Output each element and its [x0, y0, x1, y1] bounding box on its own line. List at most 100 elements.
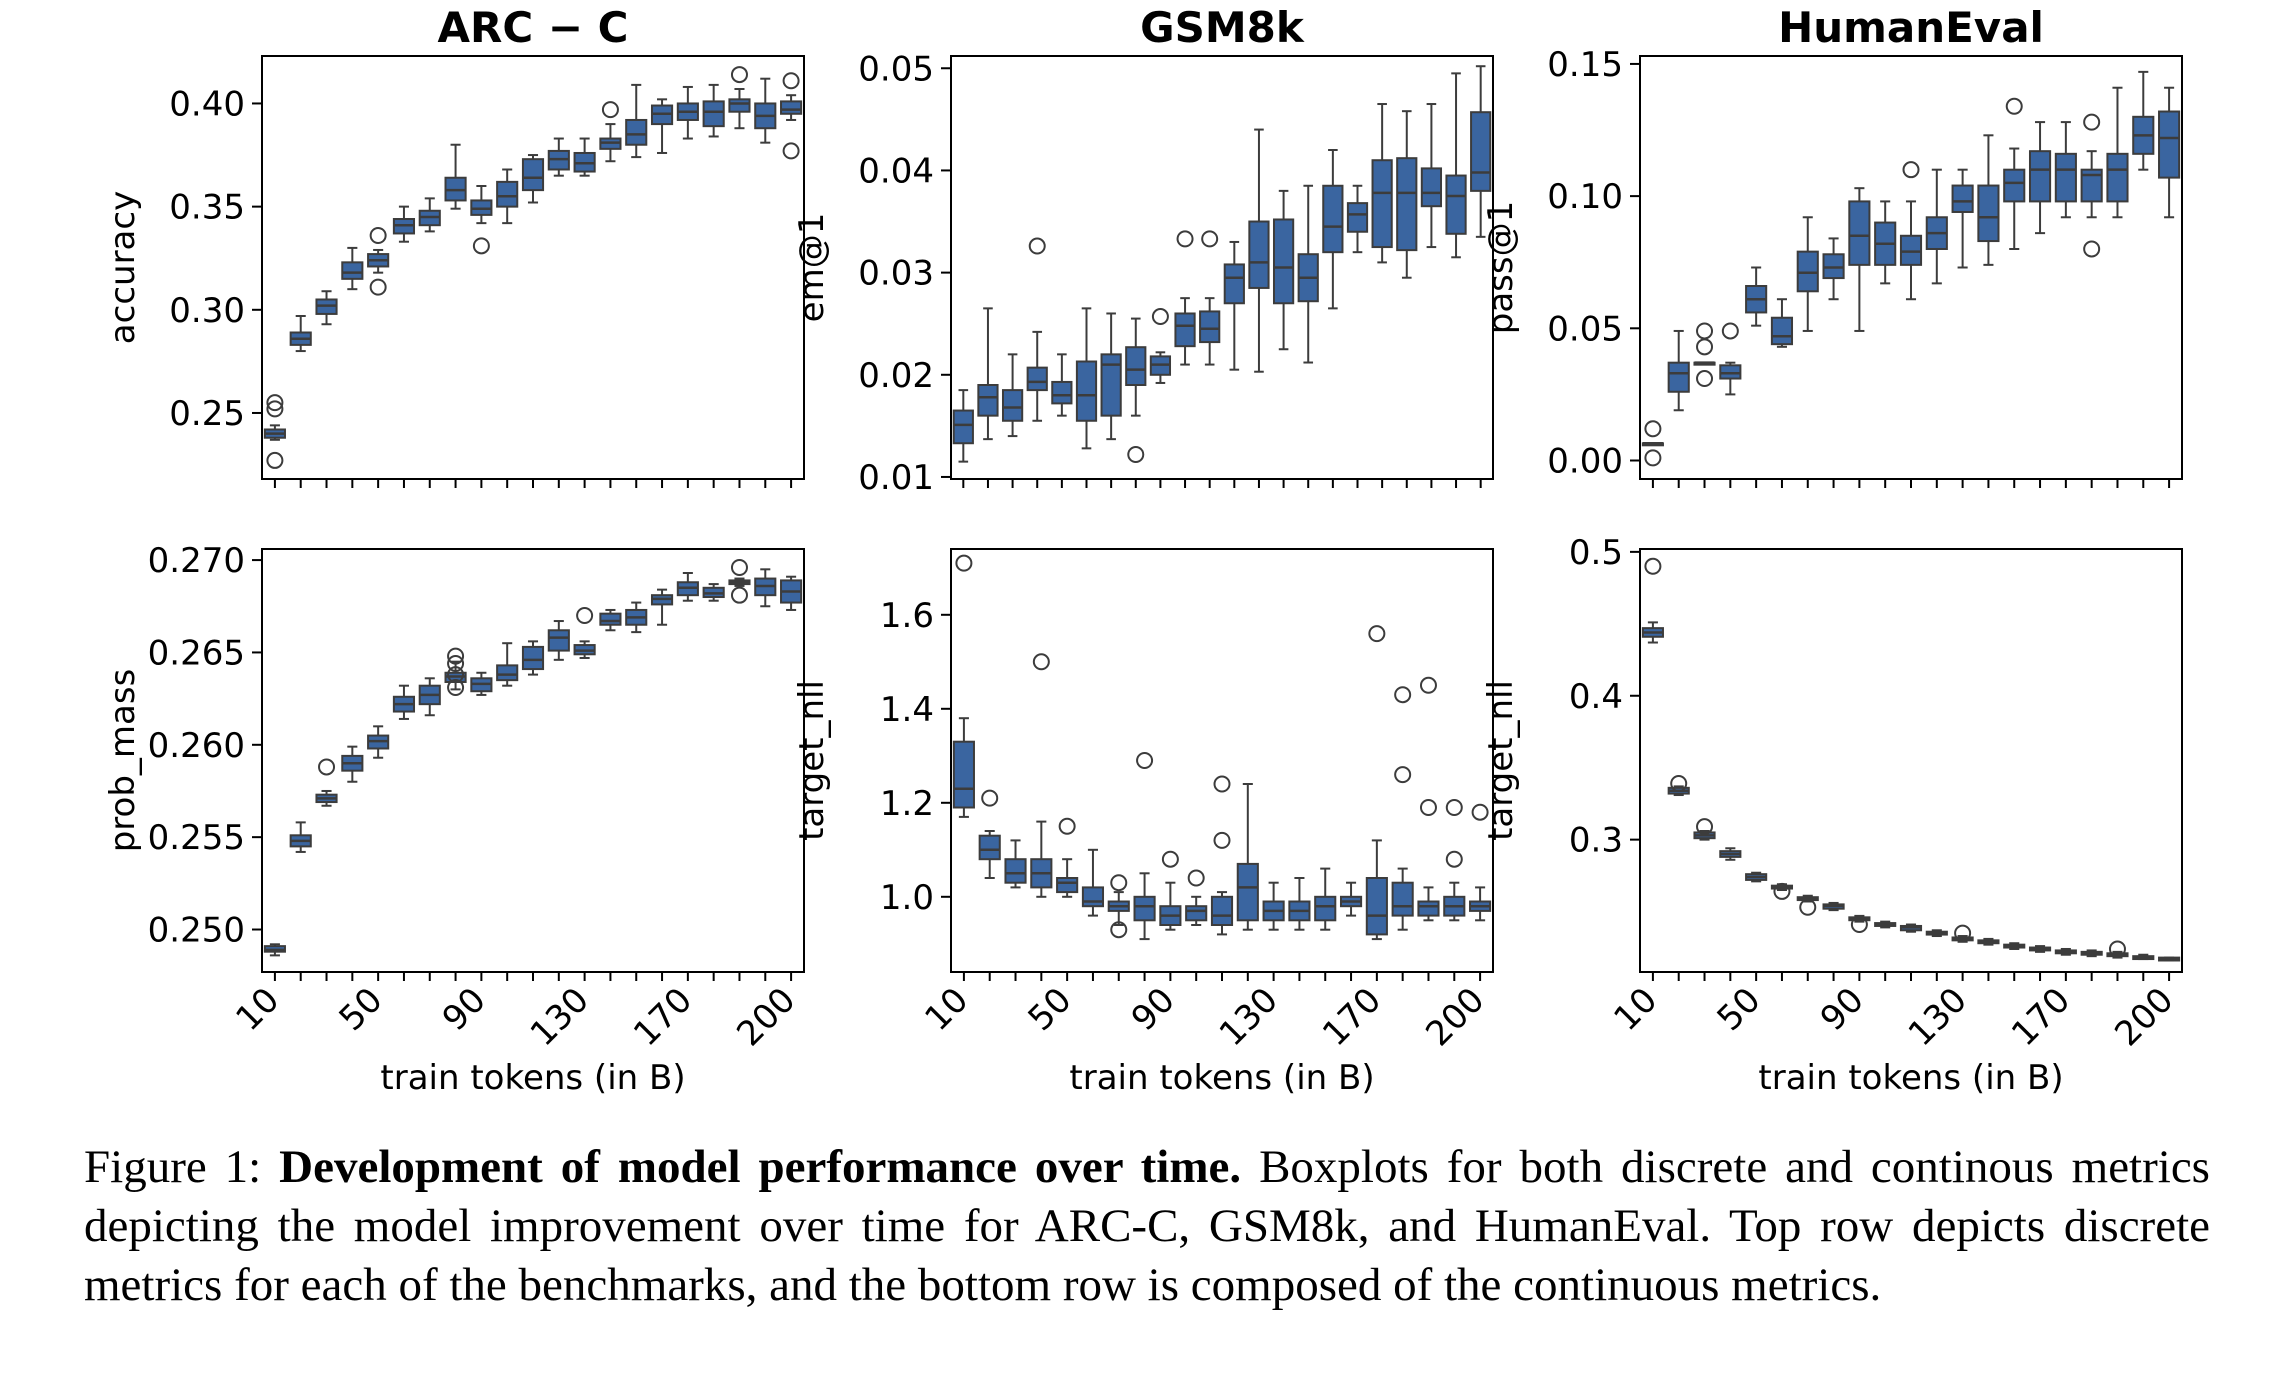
box-body [1420, 167, 1443, 208]
y-tick-label: 0.30 [169, 291, 245, 331]
y-tick-label: 0.05 [858, 49, 934, 89]
outlier-point [1644, 420, 1662, 438]
outlier-point [1058, 817, 1076, 835]
y-tick-label: 0.270 [148, 541, 245, 581]
x-tick-label: 90 [435, 980, 494, 1039]
box-body [1346, 202, 1369, 233]
outlier-point [1110, 874, 1128, 892]
y-tick-label: 0.04 [858, 151, 934, 191]
y-tick-label: 0.260 [148, 726, 245, 766]
outlier-point [2005, 97, 2023, 115]
box-body [1056, 877, 1079, 894]
x-tick-label: 200 [2107, 980, 2181, 1054]
y-tick-label: 0.250 [148, 911, 245, 951]
box-body [521, 645, 545, 671]
x-axis-label: train tokens (in B) [1069, 1058, 1374, 1098]
outlier-point [447, 647, 465, 665]
outlier-point [981, 789, 999, 807]
outlier-point [1696, 818, 1714, 836]
outlier-point [1161, 850, 1179, 868]
x-tick-label: 130 [523, 980, 597, 1054]
box-body [1210, 895, 1234, 926]
box-body [1248, 220, 1270, 289]
y-tick-label: 0.03 [858, 254, 934, 294]
outlier-point [1151, 308, 1169, 326]
x-axis-label: train tokens (in B) [1758, 1058, 2063, 1098]
x-tick-label: 90 [1813, 980, 1872, 1039]
box-body [1223, 263, 1245, 305]
caption-rest: Boxplots for both discrete and continous… [84, 1141, 2210, 1311]
box-body [496, 180, 519, 208]
box-body [1236, 862, 1259, 922]
outlier-point [1644, 449, 1662, 467]
box-body [1001, 389, 1024, 422]
box-body [2054, 152, 2077, 203]
outlier-point [266, 394, 284, 412]
x-tick-label: 10 [228, 980, 287, 1039]
outlier-point [1445, 850, 1463, 868]
outlier-point [447, 666, 465, 684]
box-body [625, 118, 648, 146]
box-body [1365, 877, 1388, 936]
y-axis-label: em@1 [792, 213, 832, 323]
box-body [599, 612, 622, 626]
box-body [1125, 346, 1147, 386]
x-tick-label: 90 [1124, 980, 1183, 1039]
outlier-point [1110, 921, 1128, 939]
box-body [2028, 150, 2052, 203]
caption-prefix: Figure 1: [84, 1141, 280, 1193]
outlier-point [266, 451, 284, 469]
y-axis-label: accuracy [103, 191, 143, 344]
box-body [1719, 364, 1742, 380]
y-tick-label: 0.02 [858, 356, 934, 396]
y-axis-label: pass@1 [1481, 201, 1521, 334]
box-body [1848, 200, 1871, 266]
y-tick-label: 0.00 [1547, 441, 1623, 481]
y-tick-label: 1.6 [880, 596, 934, 636]
outlier-point [1696, 370, 1714, 388]
outlier-point [1176, 230, 1194, 248]
outlier-point [1368, 625, 1386, 643]
box-body [1770, 316, 1794, 346]
y-tick-label: 0.15 [1547, 45, 1623, 85]
box-body [1133, 895, 1156, 922]
box-body [1396, 157, 1418, 252]
x-tick-label: 130 [1901, 980, 1975, 1054]
box-body [1075, 360, 1098, 422]
box-body [1100, 353, 1122, 417]
box-body [728, 98, 751, 113]
outlier-point [1032, 653, 1050, 671]
outlier-point [1187, 869, 1205, 887]
box-body [1796, 250, 1819, 293]
outlier-point [1670, 775, 1688, 793]
outlier-point [1696, 338, 1714, 356]
outlier-point [1201, 230, 1219, 248]
y-tick-label: 0.4 [1569, 677, 1623, 717]
outlier-point [1419, 799, 1437, 816]
outlier-point [730, 586, 748, 604]
outlier-point [1028, 237, 1046, 255]
plot-frame [1639, 548, 2183, 973]
outlier-point [1902, 161, 1920, 179]
outlier-point [782, 142, 800, 160]
box-body [977, 384, 999, 417]
y-tick-label: 1.0 [880, 878, 934, 918]
y-tick-label: 0.265 [148, 633, 245, 673]
outlier-point [447, 679, 465, 697]
y-tick-label: 0.255 [148, 818, 245, 858]
outlier-point [1213, 775, 1231, 793]
box-body [1199, 310, 1221, 344]
outlier-point [1471, 803, 1489, 821]
box-body [1417, 900, 1440, 917]
outlier-point [1419, 676, 1437, 694]
y-axis-label: target_nll [1481, 680, 1521, 841]
box-body [1445, 174, 1467, 235]
outlier-point [266, 400, 284, 418]
outlier-point [2108, 940, 2126, 958]
x-tick-label: 10 [917, 980, 976, 1039]
box-body [1822, 253, 1845, 280]
y-tick-label: 0.25 [169, 394, 245, 434]
y-tick-label: 0.01 [858, 458, 934, 498]
caption-bold: Development of model performance over ti… [279, 1141, 1242, 1193]
box-body [952, 740, 975, 809]
